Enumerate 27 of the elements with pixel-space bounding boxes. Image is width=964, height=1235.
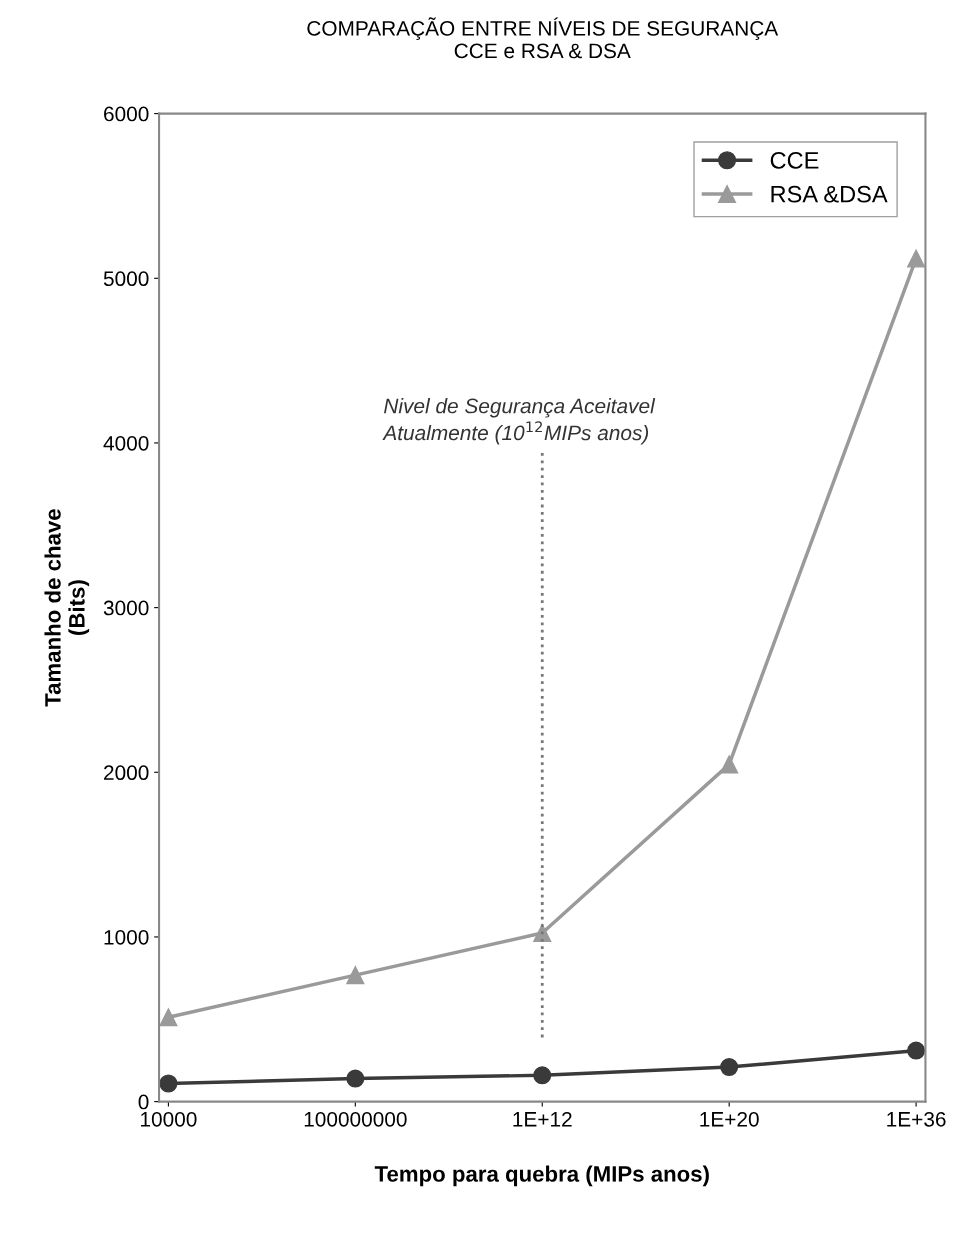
y-tick-label: 2000	[104, 765, 149, 781]
chart-title: COMPARAÇÃO ENTRE NÍVEIS DE SEGURANÇA CCE e RSA & DSA	[307, 17, 779, 59]
y-axis-title: Tamanho de chave (Bits)	[44, 509, 90, 707]
y-tick-label: 4000	[103, 435, 149, 451]
x-tick-label: 1E+36	[887, 1111, 946, 1127]
point	[346, 966, 365, 985]
point	[159, 1074, 178, 1093]
ref-line-label: Nivel de Segurança Aceitavel Atualmente (10$^{12}$MIPs anos)	[382, 398, 656, 445]
y-tick-label: 5000	[103, 271, 149, 287]
y-tick-label: 6000	[104, 106, 149, 122]
point	[159, 1008, 178, 1027]
legend-label: CCE	[770, 152, 819, 169]
point	[533, 1066, 552, 1085]
legend-label: RSA &DSA	[771, 185, 888, 203]
point	[907, 249, 926, 268]
point	[720, 755, 739, 774]
y-tick-label: 3000	[103, 600, 149, 616]
x-tick-label: 1E+20	[700, 1111, 759, 1127]
point	[346, 1069, 365, 1088]
x-axis-title: Tempo para quebra (MIPs anos)	[374, 1165, 709, 1187]
x-tick-label: 1E+12	[513, 1111, 572, 1127]
y-tick-label: 1000	[104, 929, 149, 945]
x-tick-label: 10000	[141, 1111, 197, 1127]
y-tick-label: 0	[138, 1094, 149, 1110]
point	[907, 1041, 926, 1060]
x-tick-label: 100000000	[304, 1111, 407, 1127]
point	[720, 1058, 739, 1077]
